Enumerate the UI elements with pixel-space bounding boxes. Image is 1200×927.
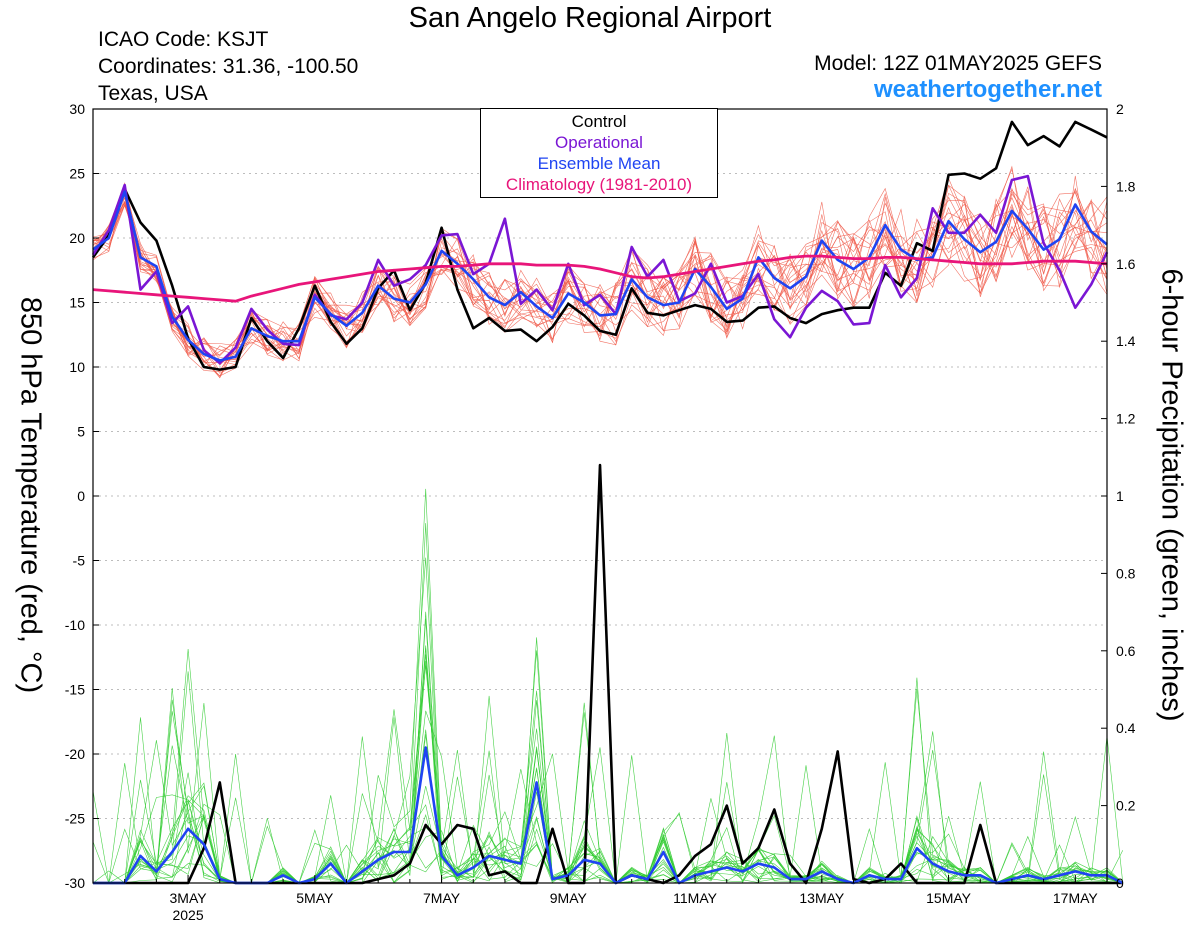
ensemble-mean-temp-line (92, 190, 1108, 362)
x-tick-label: 7MAY (423, 890, 461, 906)
temp-member-line (92, 187, 1108, 350)
x-tick-label: 13MAY (799, 890, 845, 906)
model-run: Model: 12Z 01MAY2025 GEFS (814, 52, 1102, 75)
x-tick-label: 15MAY (926, 890, 972, 906)
y-tick-label-right: 1.6 (1116, 256, 1136, 272)
precip-member-line (93, 557, 1123, 884)
y-tick-label-left: -30 (65, 875, 85, 891)
y-tick-label-right: 1 (1116, 488, 1124, 504)
y-tick-label-right: 2 (1116, 101, 1124, 117)
axis-ticks: 302520151050-5-10-15-20-25-3021.81.61.41… (65, 101, 1136, 923)
legend: Control Operational Ensemble Mean Climat… (480, 108, 718, 198)
y-axis-label-right: 6-hour Precipitation (green, inches) (1155, 268, 1188, 722)
y-tick-label-right: 0 (1116, 875, 1124, 891)
y-tick-label-right: 0.2 (1116, 798, 1136, 814)
temp-member-line (92, 193, 1108, 361)
chart-title: San Angelo Regional Airport (408, 2, 772, 34)
control-precip-line (93, 463, 1123, 885)
y-tick-label-left: 5 (77, 424, 85, 440)
legend-ensemble-mean: Ensemble Mean (537, 154, 661, 173)
precip-member-line (93, 700, 1123, 884)
y-tick-label-left: -20 (65, 746, 85, 762)
legend-operational: Operational (555, 133, 643, 152)
y-tick-label-left: 15 (69, 295, 85, 311)
x-tick-label: 3MAY (170, 890, 208, 906)
icao-code: ICAO Code: KSJT (98, 28, 269, 51)
y-tick-label-left: 20 (69, 230, 85, 246)
y-tick-label-right: 0.6 (1116, 643, 1136, 659)
y-tick-label-left: -10 (65, 617, 85, 633)
y-tick-label-left: -15 (65, 682, 85, 698)
y-tick-label-right: 1.8 (1116, 178, 1136, 194)
y-tick-label-right: 0.8 (1116, 565, 1136, 581)
y-axis-label-left: 850 hPa Temperature (red, °C) (14, 296, 47, 694)
operational-temp-line (91, 174, 1109, 365)
x-tick-label: 5MAY (296, 890, 334, 906)
x-tick-sublabel: 2025 (172, 907, 203, 923)
site-link[interactable]: weathertogether.net (873, 76, 1102, 103)
temp-member-line (92, 192, 1108, 363)
legend-control: Control (571, 112, 627, 131)
y-tick-label-left: 10 (69, 359, 85, 375)
precip-member-line (93, 695, 1123, 884)
precip-member-line (92, 709, 1123, 884)
legend-climatology: Climatology (1981-2010) (505, 175, 693, 194)
y-tick-label-right: 0.4 (1116, 720, 1136, 736)
y-tick-label-left: -5 (73, 553, 86, 569)
y-tick-label-right: 1.4 (1116, 333, 1136, 349)
region: Texas, USA (98, 82, 208, 105)
x-tick-label: 9MAY (550, 890, 588, 906)
x-tick-label: 11MAY (673, 890, 717, 906)
y-tick-label-left: 25 (69, 166, 85, 182)
y-tick-label-left: 0 (77, 488, 85, 504)
temp-member-line (92, 190, 1108, 374)
temp-member-line (92, 188, 1108, 379)
ensemble-members (92, 165, 1124, 884)
y-tick-label-right: 1.2 (1116, 411, 1136, 427)
y-tick-label-left: 30 (69, 101, 85, 117)
x-tick-label: 17MAY (1053, 890, 1099, 906)
climatology-line (92, 254, 1108, 303)
y-tick-label-left: -25 (65, 811, 85, 827)
coordinates: Coordinates: 31.36, -100.50 (98, 55, 359, 78)
precip-member-line (93, 717, 1123, 884)
temp-member-line (92, 177, 1108, 373)
